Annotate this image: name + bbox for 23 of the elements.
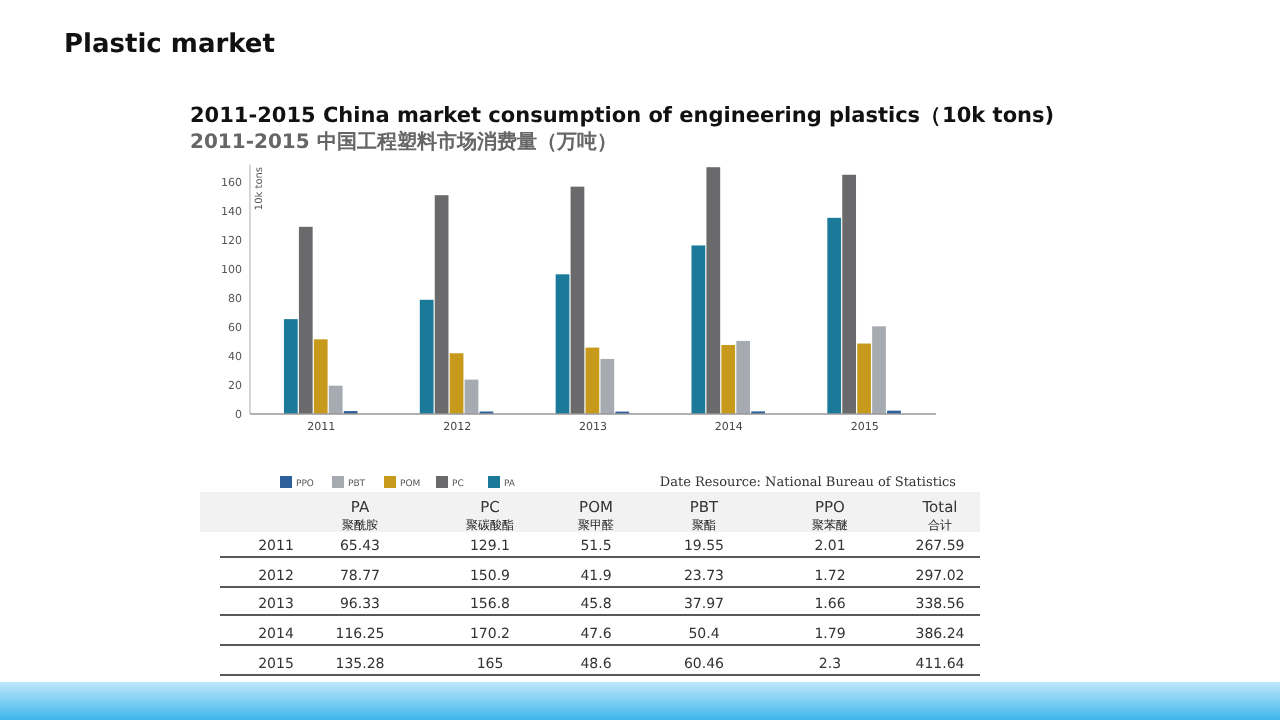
bar: [464, 379, 479, 414]
bar: [313, 339, 328, 414]
bar: [298, 226, 313, 414]
bar: [872, 326, 886, 414]
bar: [721, 344, 736, 414]
bar: [706, 167, 721, 414]
bar: [857, 343, 871, 414]
bar: [555, 274, 570, 414]
bar: [434, 195, 449, 414]
bar: [736, 340, 751, 414]
bar: [600, 358, 615, 414]
bar: [570, 186, 585, 414]
bar: [827, 217, 842, 414]
bar: [283, 319, 298, 414]
bar: [449, 353, 464, 414]
bar: [328, 385, 343, 414]
chart-subtitle: 2011-2015 中国工程塑料市场消费量（万吨）: [190, 130, 617, 154]
bar: [585, 347, 600, 414]
bar: [842, 174, 857, 414]
text: Plastic market: [64, 30, 275, 60]
bar: [691, 245, 706, 414]
chart-title: 2011-2015 China market consumption of engineering plastics（10k tons): [190, 104, 1055, 128]
bar: [419, 299, 434, 414]
